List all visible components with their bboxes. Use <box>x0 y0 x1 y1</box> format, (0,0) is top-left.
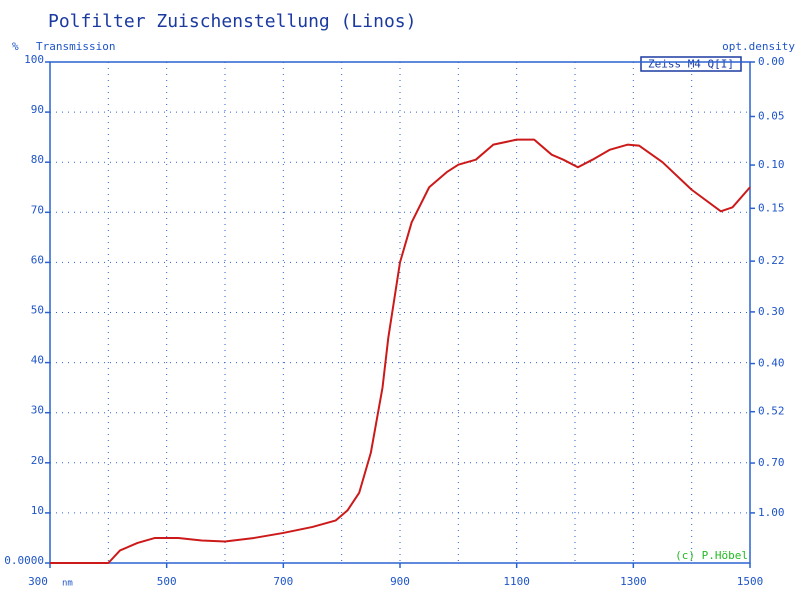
y2-tick-label: 0.10 <box>758 158 785 171</box>
x-tick-label: 1100 <box>503 575 530 588</box>
credit: (c) P.Höbel <box>675 549 748 562</box>
y2-tick-label: 0.15 <box>758 201 785 214</box>
plot-frame <box>49 61 751 564</box>
y-unit: % <box>12 40 19 53</box>
x-tick-label: 1500 <box>737 575 764 588</box>
x-tick-label: 300 <box>28 575 48 588</box>
y-tick-label: 0.0000 <box>4 554 44 567</box>
y-tick-label: 60 <box>31 253 44 266</box>
y-tick-label: 80 <box>31 153 44 166</box>
data-line <box>50 138 751 564</box>
y2-tick-label: 1.00 <box>758 506 785 519</box>
x-unit: nm <box>62 579 73 589</box>
y-tick-label: 20 <box>31 454 44 467</box>
y2-axis-label: opt.density <box>722 40 795 53</box>
y2-tick-label: 0.30 <box>758 305 785 318</box>
x-tick-label: 500 <box>157 575 177 588</box>
x-tick-label: 1300 <box>620 575 647 588</box>
y2-tick-label: 0.52 <box>758 405 785 418</box>
y-tick-label: 30 <box>31 404 44 417</box>
y-axis-label: Transmission <box>36 40 115 53</box>
y-tick-label: 100 <box>24 53 44 66</box>
x-tick-label: 900 <box>390 575 410 588</box>
y2-tick-label: 0.05 <box>758 109 785 122</box>
y-tick-label: 10 <box>31 504 44 517</box>
y2-tick-label: 0.70 <box>758 456 785 469</box>
x-tick-label: 700 <box>273 575 293 588</box>
y-tick-label: 40 <box>31 354 44 367</box>
y-tick-label: 70 <box>31 203 44 216</box>
legend-box <box>640 56 742 72</box>
y2-tick-label: 0.00 <box>758 55 785 68</box>
y2-tick-label: 0.40 <box>758 357 785 370</box>
legend-label: Zeiss M4 Q[I] <box>648 58 734 71</box>
y-tick-label: 50 <box>31 304 44 317</box>
chart-title: Polfilter Zuischenstellung (Linos) <box>48 11 416 32</box>
y2-tick-label: 0.22 <box>758 254 785 267</box>
y-tick-label: 90 <box>31 103 44 116</box>
